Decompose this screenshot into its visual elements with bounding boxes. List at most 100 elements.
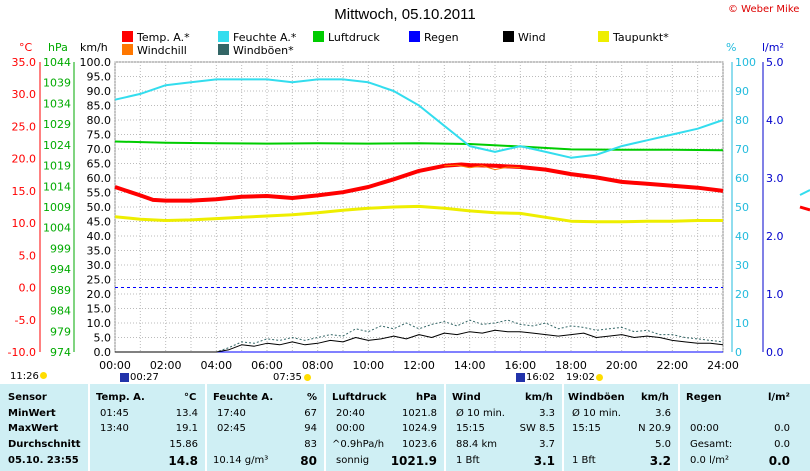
prev-sun-icon xyxy=(40,372,47,379)
sunrise-time: 07:35 xyxy=(273,372,302,383)
pressure-tick-label: 989 xyxy=(50,284,71,297)
pressure-tick-label: 1024 xyxy=(43,139,71,152)
legend-wind-label: Wind xyxy=(518,31,546,44)
pressure-max-value: 1024.9 xyxy=(402,423,437,434)
table-separator xyxy=(562,384,564,471)
rain-tick-label: 3.0 xyxy=(766,172,784,185)
series-windb-en-line xyxy=(115,319,724,353)
time-tick-label: 12:00 xyxy=(403,359,435,372)
wind-tick-label: 60.0 xyxy=(87,172,112,185)
table-separator xyxy=(324,384,326,471)
wind-tick-label: 5.0 xyxy=(94,332,112,345)
series-temp-a-line xyxy=(114,162,724,203)
humidity-tick-label: 10 xyxy=(735,317,749,330)
row-label-max: MaxWert xyxy=(8,423,59,434)
legend-temp-label: Temp. A.* xyxy=(137,31,190,44)
pressure-axis-unit: hPa xyxy=(48,41,68,54)
legend-humidity-label: Feuchte A.* xyxy=(233,31,297,44)
humidity-axis-unit: % xyxy=(726,41,737,54)
rain-unit: l/m² xyxy=(768,392,790,403)
wind-max-time: 15:15 xyxy=(456,423,485,434)
moonset-icon xyxy=(120,373,129,382)
temp-tick-label: 30.0 xyxy=(12,88,37,101)
gust-avg10-value: 3.6 xyxy=(655,408,671,419)
time-tick-label: 04:00 xyxy=(200,359,232,372)
humidity-tick-label: 0 xyxy=(735,346,742,359)
wind-tick-label: 80.0 xyxy=(87,114,112,127)
humidity-tick-label: 80 xyxy=(735,114,749,127)
sunrise-icon xyxy=(304,374,311,381)
moonset-time: 00:27 xyxy=(130,372,159,383)
wind-tick-label: 85.0 xyxy=(87,100,112,113)
moonrise-time: 16:02 xyxy=(526,372,555,383)
temp-max-value: 19.1 xyxy=(175,423,198,434)
temp-axis-unit: °C xyxy=(19,41,33,54)
pressure-min-time: 20:40 xyxy=(336,408,365,419)
table-separator xyxy=(205,384,207,471)
wind-tick-label: 95.0 xyxy=(87,71,112,84)
row-label-min: MinWert xyxy=(8,408,56,419)
table-separator xyxy=(678,384,680,471)
rain-header: Regen xyxy=(686,392,722,403)
time-tick-label: 10:00 xyxy=(352,359,384,372)
time-tick-label: 06:00 xyxy=(251,359,283,372)
pressure-unit: hPa xyxy=(416,392,437,403)
time-tick-label: 00:00 xyxy=(99,359,131,372)
temp-current-value: 14.8 xyxy=(168,454,198,468)
pressure-tick-label: 974 xyxy=(50,346,71,359)
humidity-tick-label: 40 xyxy=(735,230,749,243)
wind-max-value: SW 8.5 xyxy=(519,423,555,434)
temp-min-value: 13.4 xyxy=(175,408,198,419)
legend-rain-swatch xyxy=(409,31,420,42)
weather-chart: 35.030.025.020.015.010.05.00.0-5.0-10.01… xyxy=(8,56,810,372)
rain-tick-label: 5.0 xyxy=(766,56,784,69)
wind-day-avg-value: 3.7 xyxy=(539,439,555,450)
temp-tick-label: 5.0 xyxy=(19,249,37,262)
wind-tick-label: 45.0 xyxy=(87,216,112,229)
pressure-min-value: 1021.8 xyxy=(402,408,437,419)
wind-run: 88.4 km xyxy=(456,439,497,450)
legend-windchill-swatch xyxy=(122,44,133,55)
rain-tick-label: 1.0 xyxy=(766,288,784,301)
temp-tick-label: -10.0 xyxy=(8,346,36,359)
wind-tick-label: 35.0 xyxy=(87,245,112,258)
temp-avg-value: 15.86 xyxy=(169,439,198,450)
humidity-min-time: 17:40 xyxy=(217,408,246,419)
pressure-tick-label: 1014 xyxy=(43,180,71,193)
time-tick-label: 14:00 xyxy=(454,359,486,372)
rain-day-amount: 0.0 l/m² xyxy=(690,455,729,466)
row-label-current: 05.10. 23:55 xyxy=(8,455,79,466)
pressure-tick-label: 1034 xyxy=(43,97,71,110)
legend-wind-swatch xyxy=(503,31,514,42)
temp-tick-label: -5.0 xyxy=(15,314,36,327)
legend-dewpoint-swatch xyxy=(598,31,609,42)
row-label-average: Durchschnitt xyxy=(8,439,81,450)
wind-tick-label: 55.0 xyxy=(87,187,112,200)
humidity-unit: % xyxy=(307,392,318,403)
copyright-label: © Weber Mike xyxy=(728,4,800,15)
series-taupunkt-line xyxy=(114,204,723,224)
gust-max-time: 15:15 xyxy=(572,423,601,434)
wind-tick-label: 25.0 xyxy=(87,274,112,287)
wind-avg-label: Ø 10 min. xyxy=(456,408,505,419)
row-label-sensor: Sensor xyxy=(8,392,47,403)
gust-header: Windböen xyxy=(568,392,625,403)
pressure-trend: ^0.9hPa/h xyxy=(332,439,385,450)
pressure-tick-label: 999 xyxy=(50,242,71,255)
wind-tick-label: 100.0 xyxy=(80,56,112,69)
gust-current-value: 3.2 xyxy=(649,454,671,468)
pressure-current-value: 1021.9 xyxy=(390,454,437,468)
wind-tick-label: 90.0 xyxy=(87,85,112,98)
wind-axis-unit: km/h xyxy=(80,41,108,54)
moonrise-icon xyxy=(516,373,525,382)
rain-tick-label: 2.0 xyxy=(766,230,784,243)
humidity-current-value: 80 xyxy=(300,454,317,468)
rain-total-value: 0.0 xyxy=(774,439,790,450)
next-chart-temp-stub xyxy=(799,205,810,212)
time-tick-label: 16:00 xyxy=(504,359,536,372)
chart-title: Mittwoch, 05.10.2011 xyxy=(334,6,476,23)
legend-gust-label: Windböen* xyxy=(233,44,294,57)
humidity-tick-label: 90 xyxy=(735,85,749,98)
humidity-tick-label: 60 xyxy=(735,172,749,185)
